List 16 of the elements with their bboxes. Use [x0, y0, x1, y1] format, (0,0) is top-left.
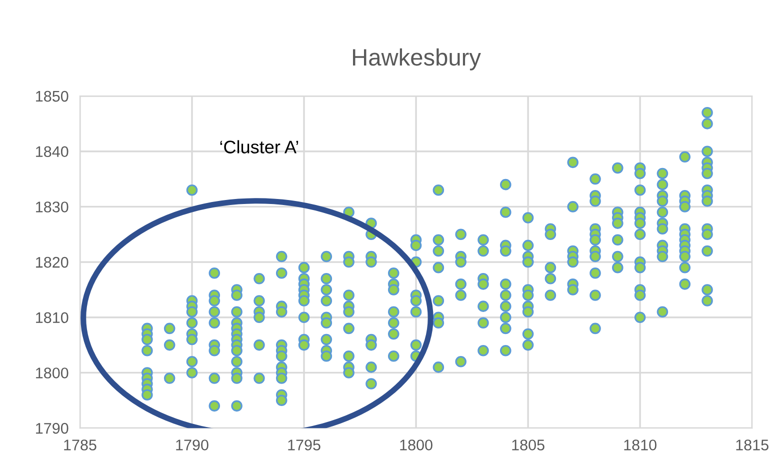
x-tick-label: 1790: [176, 440, 208, 450]
x-tick-label: 1810: [624, 440, 656, 450]
x-tick-label: 1805: [512, 440, 544, 450]
x-tick-label: 1785: [64, 440, 96, 450]
x-tick-label: 1800: [400, 440, 432, 450]
y-tick-label: 1810: [36, 312, 68, 324]
y-tick-label: 1790: [36, 422, 68, 434]
y-tick-label: 1800: [36, 368, 68, 378]
y-tick-label: 1840: [36, 146, 68, 158]
annotation: ‘Cluster A’: [220, 140, 298, 154]
y-tick-label: 1850: [36, 90, 68, 102]
chart-title: Hawkesbury: [353, 48, 481, 70]
x-tick-label: 1815: [736, 440, 768, 450]
y-tick-label: 1830: [36, 202, 68, 212]
y-tick-label: 1820: [36, 256, 68, 268]
x-tick-label: 1795: [288, 440, 320, 450]
